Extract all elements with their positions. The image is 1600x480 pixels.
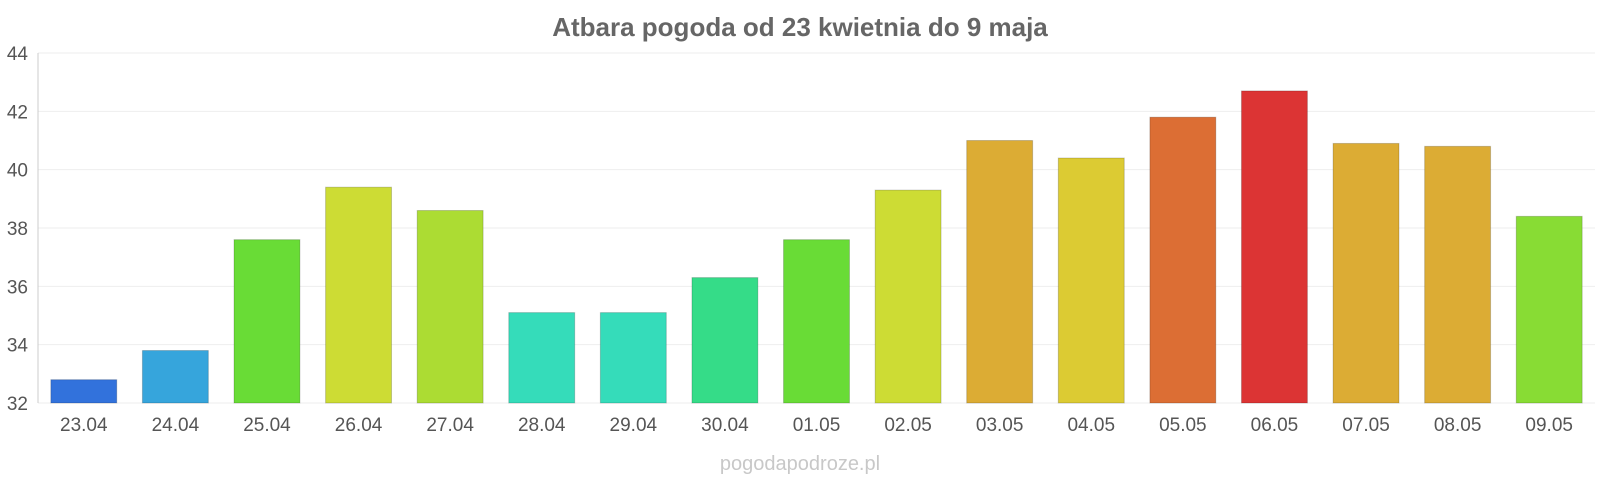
bar	[874, 189, 942, 404]
y-tick-label: 34	[7, 336, 29, 357]
bar	[1057, 157, 1125, 404]
x-tick-label: 26.04	[335, 415, 383, 436]
y-tick-label: 42	[7, 102, 28, 123]
x-tick-label: 05.05	[1159, 415, 1207, 436]
bar	[416, 210, 484, 404]
y-tick-label: 36	[7, 277, 28, 298]
y-tick-label: 44	[7, 44, 29, 65]
x-tick-label: 09.05	[1525, 415, 1573, 436]
x-tick-label: 24.04	[152, 415, 200, 436]
y-tick-label: 32	[7, 394, 28, 415]
x-tick-label: 27.04	[426, 415, 474, 436]
x-axis: 23.04 24.04 25.04 26.04 27.04 28.04 29.04 30.04…	[60, 415, 1573, 436]
bar	[1240, 90, 1308, 404]
x-tick-label: 04.05	[1067, 415, 1115, 436]
x-tick-label: 06.05	[1251, 415, 1299, 436]
bar	[508, 312, 576, 404]
x-tick-label: 07.05	[1342, 415, 1390, 436]
bar	[50, 379, 118, 404]
watermark: pogodapodroze.pl	[720, 453, 880, 475]
x-tick-label: 03.05	[976, 415, 1024, 436]
bar	[141, 350, 209, 404]
bar	[1332, 142, 1400, 404]
bar	[325, 186, 393, 404]
x-tick-label: 08.05	[1434, 415, 1482, 436]
x-tick-label: 02.05	[884, 415, 932, 436]
bar	[966, 140, 1034, 404]
y-tick-label: 38	[7, 219, 28, 240]
bar	[783, 239, 850, 404]
bar	[691, 277, 759, 404]
x-tick-label: 30.04	[701, 415, 749, 436]
y-axis: 32 34 36 38 40 42 44	[7, 44, 39, 415]
x-tick-label: 28.04	[518, 415, 566, 436]
bar	[233, 239, 301, 404]
x-tick-label: 25.04	[243, 415, 291, 436]
bar	[1515, 215, 1583, 404]
x-tick-label: 29.04	[610, 415, 658, 436]
bar	[1424, 145, 1492, 404]
y-tick-label: 40	[7, 161, 28, 182]
bars	[50, 90, 1583, 404]
chart-title: Atbara pogoda od 23 kwietnia do 9 maja	[552, 12, 1048, 42]
x-tick-label: 01.05	[793, 415, 841, 436]
bar	[1149, 116, 1217, 404]
bar	[599, 312, 667, 404]
x-tick-label: 23.04	[60, 415, 108, 436]
